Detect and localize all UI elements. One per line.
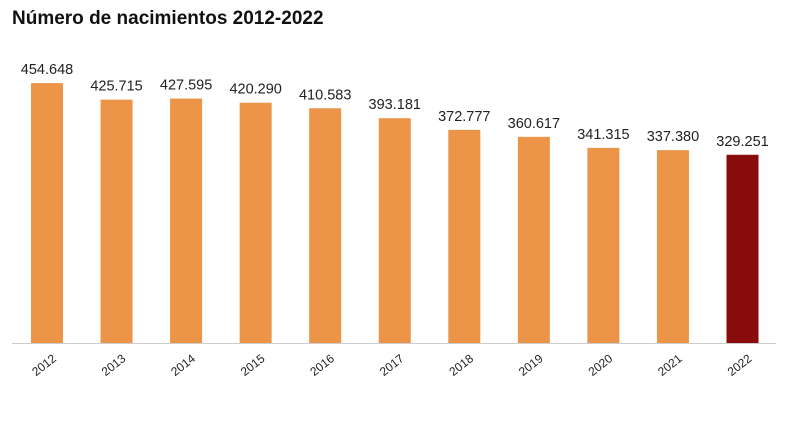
x-tick-label-2013: 2013 — [99, 351, 129, 379]
bar-2013 — [100, 99, 133, 343]
x-tick-label-2017: 2017 — [377, 351, 407, 379]
bar-2019 — [517, 136, 550, 343]
x-tick-label-2018: 2018 — [446, 351, 476, 379]
data-label-2022: 329.251 — [716, 134, 768, 150]
data-label-2014: 427.595 — [160, 78, 212, 94]
data-label-2021: 337.380 — [647, 129, 699, 145]
bar-2017 — [378, 118, 411, 343]
x-tick-label-2020: 2020 — [586, 351, 616, 379]
bar-2012 — [31, 83, 63, 343]
x-tick-label-2015: 2015 — [238, 351, 268, 379]
x-tick-label-2019: 2019 — [516, 351, 546, 379]
bar-2018 — [448, 129, 481, 343]
data-label-2019: 360.617 — [508, 116, 560, 132]
data-label-2013: 425.715 — [90, 79, 142, 95]
chart-title: Número de nacimientos 2012-2022 — [12, 8, 324, 29]
x-tick-label-2014: 2014 — [168, 351, 198, 379]
x-tick-label-2022: 2022 — [725, 351, 755, 379]
data-label-2020: 341.315 — [577, 127, 629, 143]
bar-2016 — [309, 108, 342, 343]
bar-2020 — [587, 147, 620, 343]
data-label-2012: 454.648 — [21, 62, 73, 78]
bar-2021 — [656, 150, 689, 343]
x-tick-label-2012: 2012 — [29, 351, 59, 379]
bar-2015 — [239, 102, 272, 343]
data-label-2016: 410.583 — [299, 87, 351, 103]
data-label-2015: 420.290 — [229, 82, 281, 98]
bar-2022 — [726, 154, 759, 343]
bar-2014 — [170, 98, 203, 343]
data-label-2017: 393.181 — [369, 97, 421, 113]
data-label-2018: 372.777 — [438, 109, 490, 125]
x-tick-label-2016: 2016 — [307, 351, 337, 379]
x-tick-label-2021: 2021 — [655, 351, 685, 379]
